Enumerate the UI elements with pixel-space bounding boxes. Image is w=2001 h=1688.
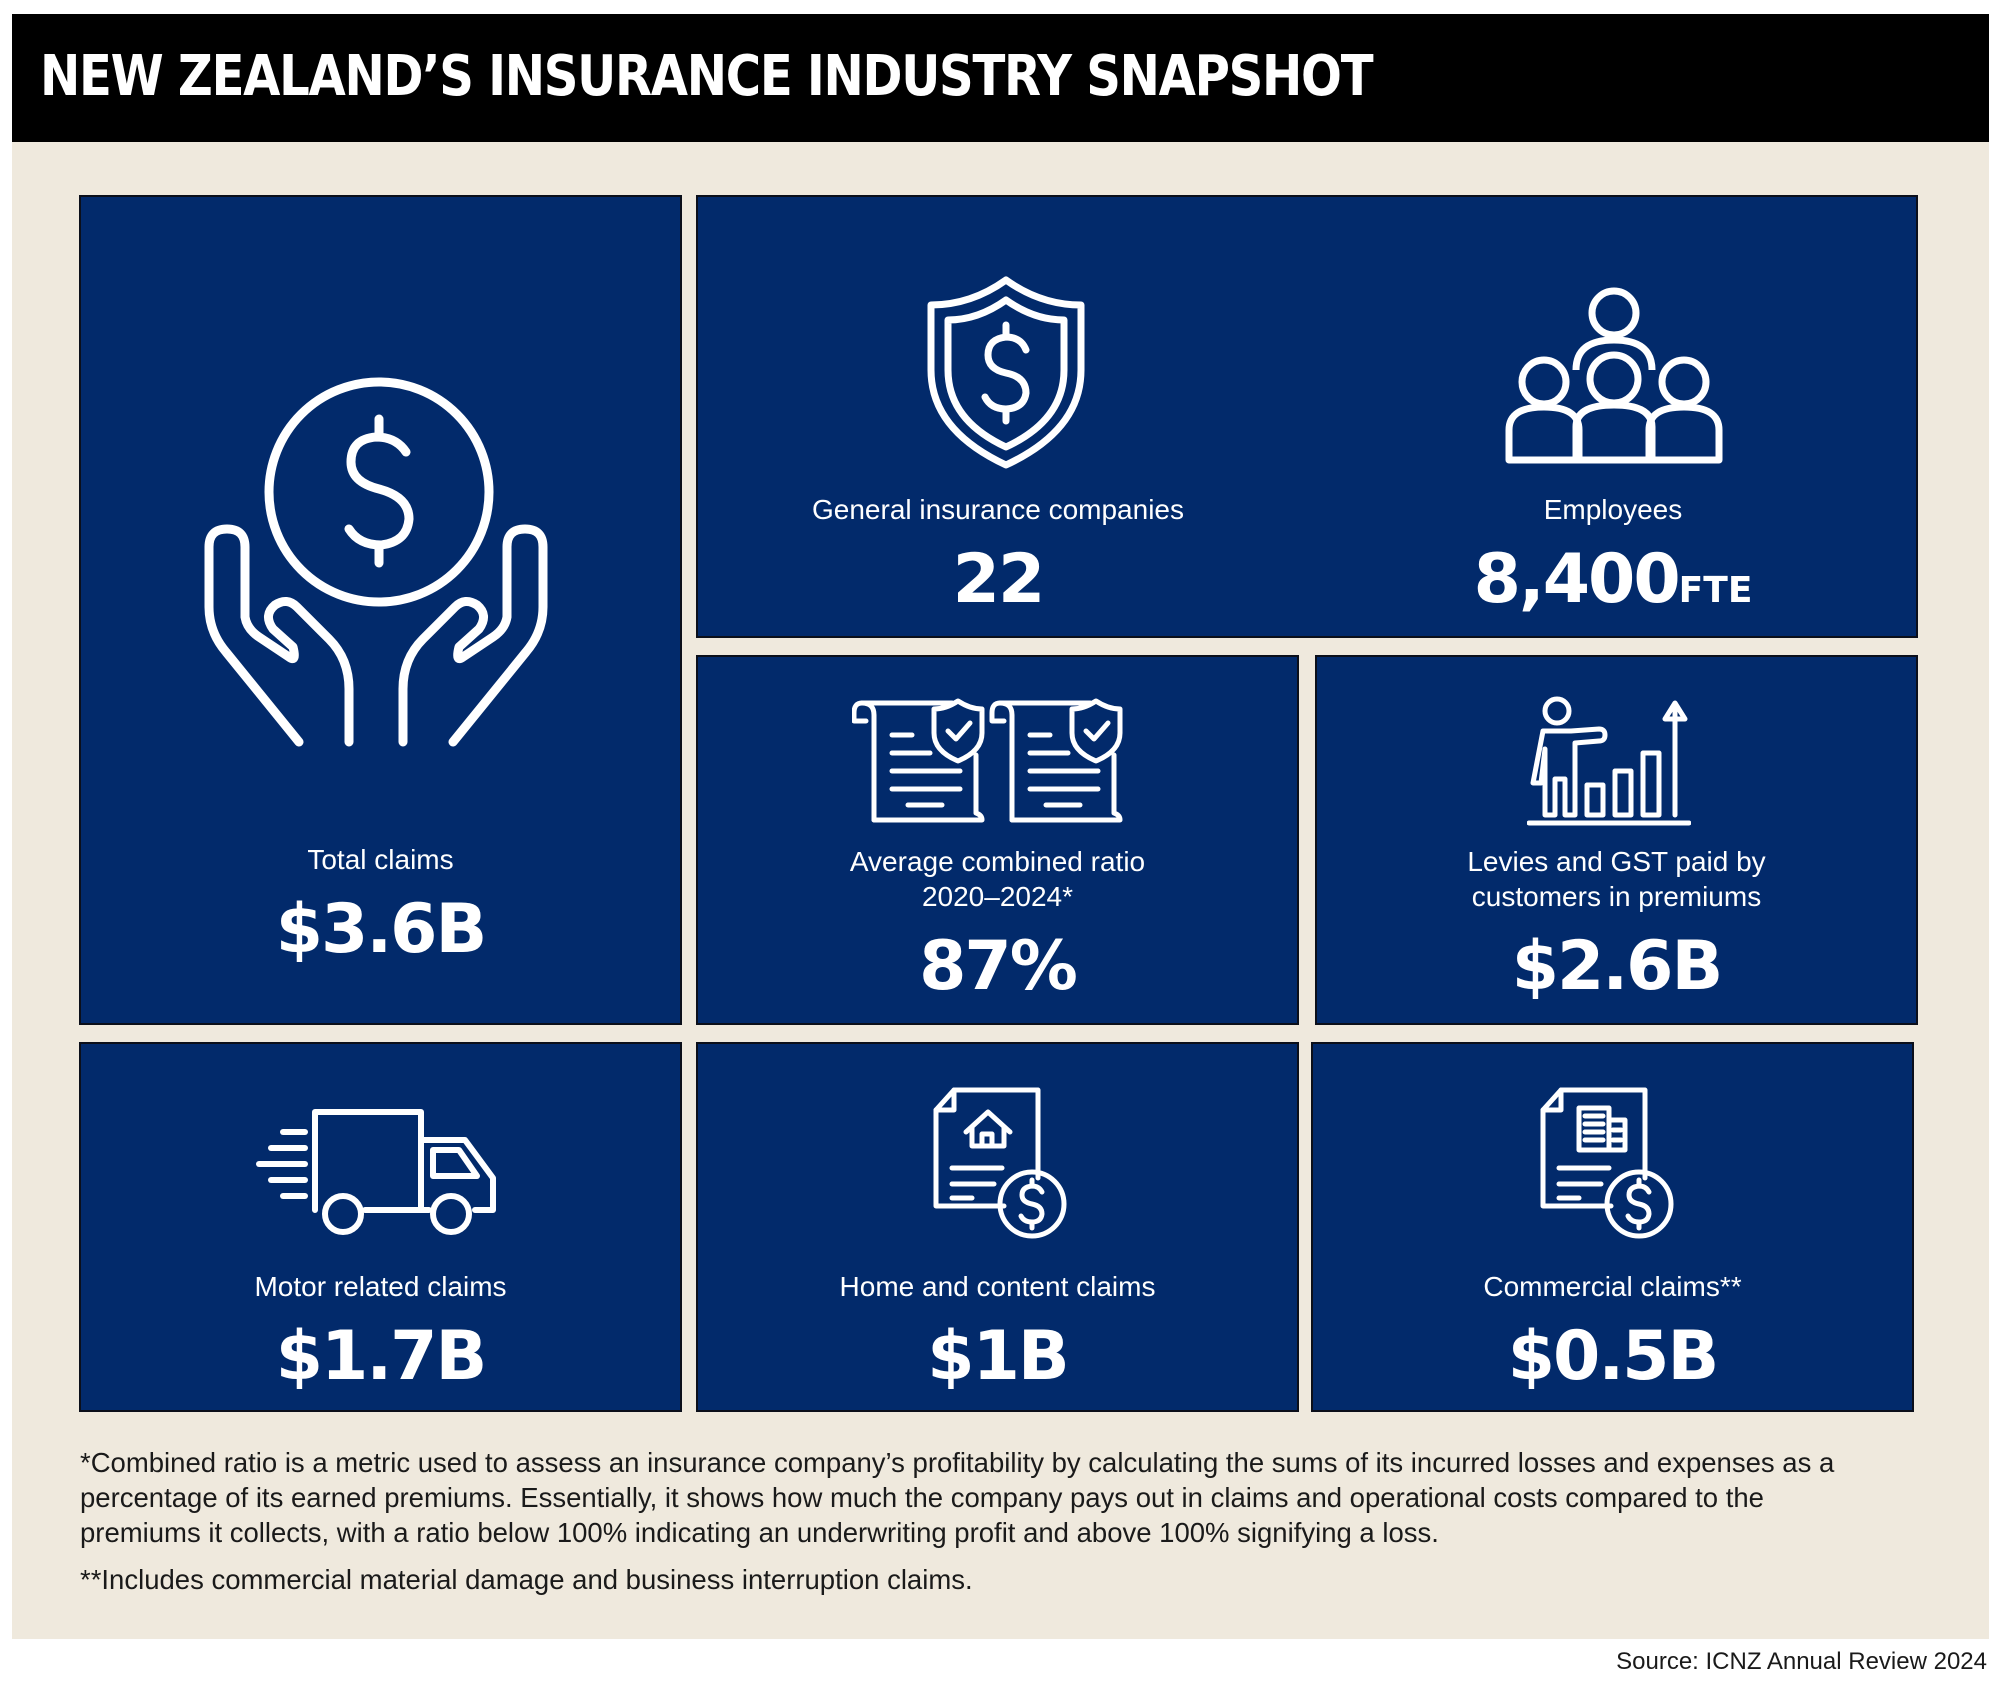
home-claims-label: Home and content claims: [839, 1271, 1156, 1302]
card-combined-ratio: Average combined ratio 2020–2024* 87%: [696, 655, 1299, 1025]
combined-ratio-value: 87%: [919, 927, 1078, 1006]
footnote-combined-ratio-line3: premiums it collects, with a ratio below…: [80, 1517, 1439, 1548]
employees-value-row: 8,400FTE: [1308, 542, 1918, 629]
delivery-truck-icon: [253, 1106, 503, 1241]
footnote-combined-ratio-line1: *Combined ratio is a metric used to asse…: [80, 1447, 1835, 1478]
presenter-growth-chart-icon: [1527, 695, 1691, 830]
header-bar: NEW ZEALAND’S INSURANCE INDUSTRY SNAPSHO…: [12, 14, 1989, 142]
levies-label-line1: Levies and GST paid by: [1467, 846, 1766, 877]
card-motor-claims: Motor related claims $1.7B: [79, 1042, 682, 1412]
combined-ratio-label-line1: Average combined ratio: [849, 846, 1146, 877]
motor-claims-value: $1.7B: [275, 1317, 488, 1396]
card-home-claims: Home and content claims $1B: [696, 1042, 1299, 1412]
employees-unit: FTE: [1678, 570, 1753, 611]
motor-claims-label: Motor related claims: [254, 1271, 507, 1302]
home-claims-value: $1B: [927, 1317, 1069, 1396]
commercial-claims-label: Commercial claims**: [1483, 1271, 1742, 1302]
building-document-dollar-icon: [1539, 1086, 1679, 1246]
footnote-commercial: **Includes commercial material damage an…: [80, 1564, 973, 1595]
levies-value: $2.6B: [1511, 927, 1724, 1006]
card-levies: Levies and GST paid by customers in prem…: [1315, 655, 1918, 1025]
people-group-icon: [1504, 285, 1724, 465]
commercial-claims-value: $0.5B: [1507, 1317, 1720, 1396]
total-claims-value: $3.6B: [275, 890, 488, 969]
shield-dollar-icon: [926, 275, 1086, 470]
page-title: NEW ZEALAND’S INSURANCE INDUSTRY SNAPSHO…: [40, 44, 1374, 109]
source-note: Source: ICNZ Annual Review 2024: [1616, 1648, 1987, 1675]
levies-label-line2: customers in premiums: [1471, 881, 1762, 912]
card-total-claims: Total claims $3.6B: [79, 195, 682, 1025]
house-document-dollar-icon: [932, 1086, 1072, 1246]
companies-label: General insurance companies: [812, 494, 1184, 525]
hands-coin-icon: [201, 367, 561, 747]
total-claims-label: Total claims: [307, 844, 454, 875]
footnote-combined-ratio-line2: percentage of its earned premiums. Essen…: [80, 1482, 1764, 1513]
card-commercial-claims: Commercial claims** $0.5B: [1311, 1042, 1914, 1412]
employees-value: 8,400: [1473, 540, 1681, 619]
card-companies-employees: General insurance companies 22 Employees…: [696, 195, 1918, 638]
combined-ratio-label-line2: 2020–2024*: [921, 881, 1074, 912]
companies-value: 22: [952, 540, 1046, 619]
employees-label: Employees: [1543, 494, 1683, 525]
policy-documents-icon: [852, 695, 1128, 827]
